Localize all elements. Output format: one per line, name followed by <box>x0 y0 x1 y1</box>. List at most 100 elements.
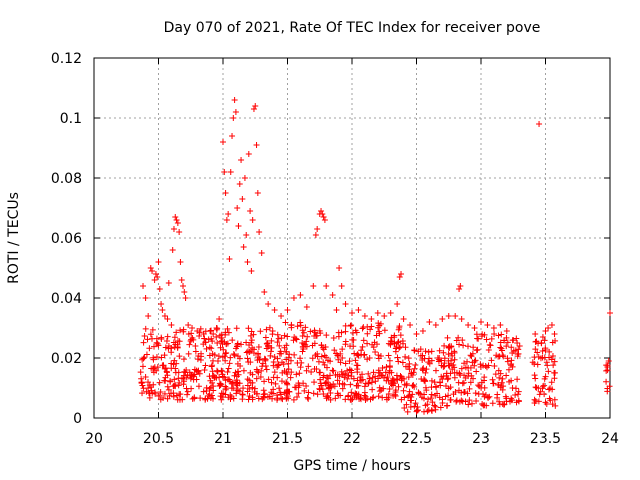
data-point <box>148 335 155 342</box>
data-point <box>376 322 383 329</box>
data-point <box>318 342 325 349</box>
data-point <box>222 329 229 336</box>
data-point <box>424 401 431 408</box>
data-point <box>389 378 396 385</box>
data-point <box>149 365 156 372</box>
data-point <box>264 393 271 400</box>
data-point <box>485 347 492 354</box>
data-point <box>311 327 318 334</box>
data-point <box>255 395 262 402</box>
data-point <box>232 369 239 376</box>
data-point <box>172 214 179 220</box>
data-point <box>301 387 308 394</box>
data-point <box>411 365 418 372</box>
data-point <box>336 265 343 271</box>
data-point <box>330 368 337 375</box>
data-point <box>296 370 303 377</box>
data-point <box>338 368 345 375</box>
data-point <box>297 319 304 326</box>
data-point <box>455 387 462 394</box>
data-point <box>176 396 183 403</box>
data-point <box>240 385 247 392</box>
data-point <box>302 324 309 331</box>
data-point <box>352 390 359 397</box>
data-point <box>346 366 353 373</box>
data-point <box>402 353 409 360</box>
data-point <box>548 322 555 328</box>
data-point <box>266 324 273 331</box>
data-point <box>345 393 352 400</box>
data-point <box>542 346 549 353</box>
data-point <box>385 352 392 359</box>
data-point <box>311 365 318 372</box>
data-point <box>138 379 145 386</box>
data-point <box>552 369 559 376</box>
data-point <box>415 389 422 396</box>
data-point <box>516 343 523 349</box>
data-point <box>141 354 148 361</box>
data-point <box>376 328 383 335</box>
data-point <box>432 322 439 328</box>
data-point <box>150 356 157 363</box>
data-point <box>508 377 515 384</box>
data-point <box>142 325 149 332</box>
data-point <box>484 322 491 328</box>
data-point <box>145 313 152 319</box>
data-point <box>244 355 251 362</box>
data-point <box>227 354 234 361</box>
data-point <box>503 372 510 379</box>
data-point <box>281 344 288 351</box>
data-point <box>253 375 260 382</box>
x-tick-label: 21.5 <box>272 431 303 447</box>
data-point <box>293 336 300 343</box>
data-point <box>401 394 408 401</box>
data-point <box>244 348 251 355</box>
data-point <box>290 396 297 403</box>
axis-ticks <box>93 57 611 419</box>
data-point <box>320 214 327 220</box>
data-point <box>348 396 355 403</box>
data-point <box>171 357 178 364</box>
data-point <box>539 347 546 354</box>
data-point <box>422 369 429 376</box>
data-point <box>250 106 257 112</box>
data-point <box>425 396 432 403</box>
data-point <box>420 395 427 402</box>
data-point <box>142 295 149 301</box>
data-point <box>139 390 146 397</box>
data-point <box>308 368 315 375</box>
data-point <box>295 384 302 391</box>
data-point <box>313 332 320 339</box>
data-point <box>139 363 146 370</box>
data-point <box>384 373 391 380</box>
data-point <box>168 322 175 328</box>
data-point <box>317 330 324 337</box>
data-point <box>262 334 269 341</box>
data-point <box>551 396 558 403</box>
data-point <box>152 271 159 277</box>
data-point <box>431 402 438 409</box>
data-point <box>398 271 405 277</box>
data-point <box>393 375 400 382</box>
data-point <box>185 322 192 328</box>
data-point <box>317 369 324 376</box>
data-point <box>180 372 187 379</box>
data-point <box>493 352 500 359</box>
data-point <box>435 358 442 365</box>
data-point <box>260 394 267 401</box>
data-point <box>513 335 520 342</box>
data-point <box>180 283 187 289</box>
data-point <box>549 339 556 346</box>
x-tick-label: 20.5 <box>143 431 174 447</box>
x-tick-label: 23.5 <box>530 431 561 447</box>
data-point <box>310 390 317 397</box>
data-point <box>274 355 281 362</box>
data-point <box>209 350 216 357</box>
data-point <box>439 375 446 382</box>
data-point <box>503 328 510 334</box>
data-point <box>320 374 327 381</box>
data-point <box>535 353 542 360</box>
data-point <box>367 396 374 403</box>
data-point <box>194 328 201 334</box>
data-point <box>312 232 319 238</box>
